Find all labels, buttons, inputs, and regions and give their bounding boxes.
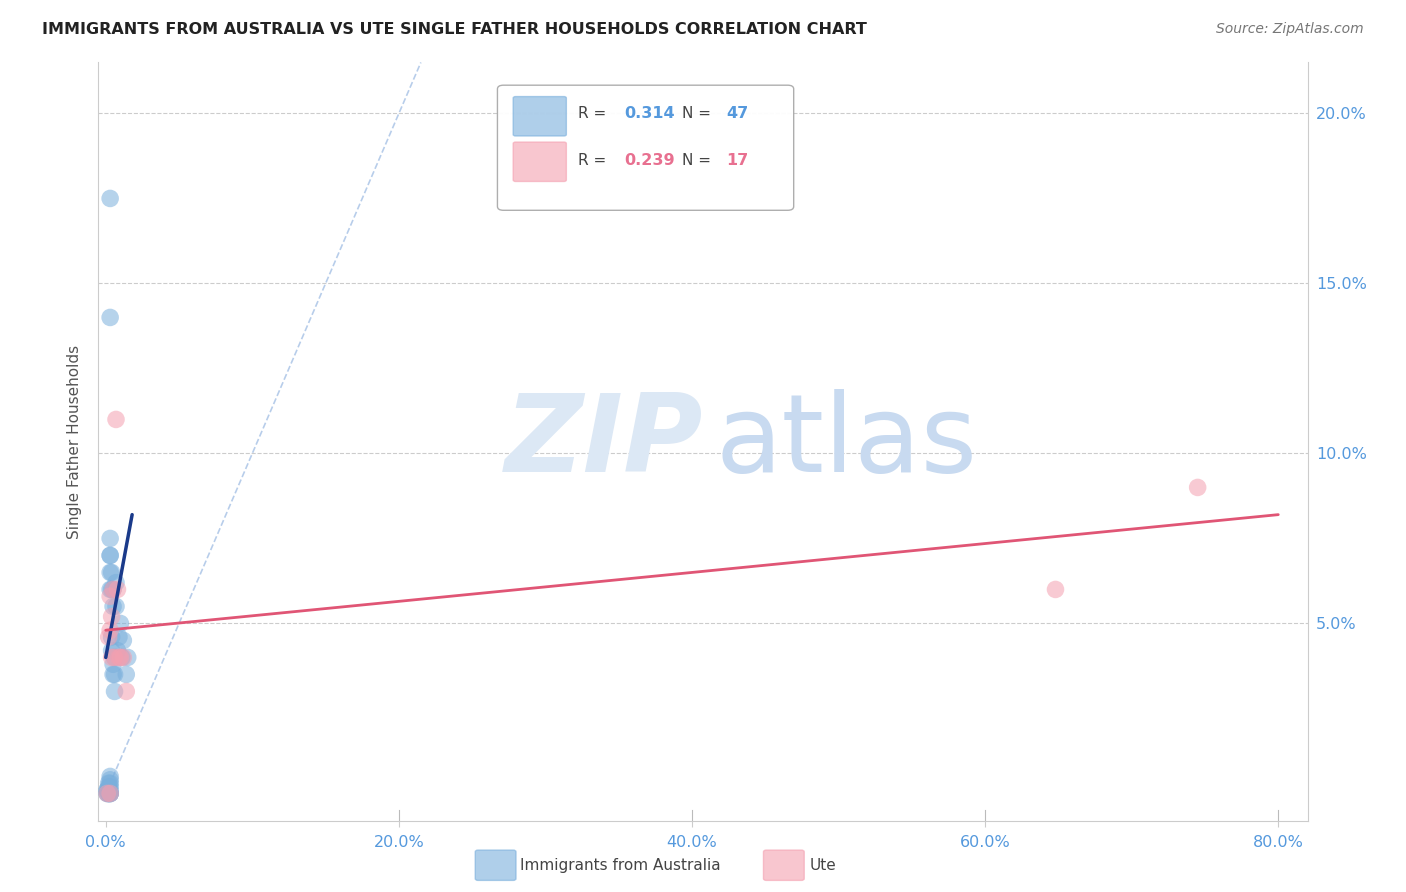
Text: R =: R = [578,153,612,168]
Point [115,684,138,698]
Point [100,582,122,597]
Point [98,769,121,783]
Point [98,787,121,801]
Point [96,783,118,797]
Text: ZIP: ZIP [505,389,703,494]
Point [108,650,131,665]
Text: IMMIGRANTS FROM AUSTRALIA VS UTE SINGLE FATHER HOUSEHOLDS CORRELATION CHART: IMMIGRANTS FROM AUSTRALIA VS UTE SINGLE … [42,22,868,37]
Point [96,783,118,797]
Point [98,787,121,801]
Point [97,780,120,794]
Point [97,630,120,644]
Point [112,633,135,648]
Point [96,787,118,801]
Point [100,643,122,657]
Y-axis label: Single Father Households: Single Father Households [67,344,83,539]
Point [98,776,121,790]
Point [1045,582,1067,597]
Point [97,787,120,801]
Point [101,582,124,597]
Point [110,616,132,631]
Point [97,783,120,797]
Text: R =: R = [578,106,612,120]
Point [103,650,125,665]
Point [97,783,120,797]
Point [98,783,121,797]
Point [103,684,125,698]
Point [107,643,129,657]
Point [105,599,128,614]
Point [101,657,124,672]
Point [101,599,124,614]
Point [105,412,128,426]
Point [110,650,132,665]
Point [1187,480,1209,494]
Text: 0.314: 0.314 [624,106,675,120]
Point [100,609,122,624]
Point [98,787,121,801]
Point [107,582,129,597]
Point [98,566,121,580]
Point [98,549,121,563]
Point [98,582,121,597]
Text: N =: N = [682,153,716,168]
Point [98,549,121,563]
Point [100,566,122,580]
Point [108,630,131,644]
Point [98,772,121,787]
Point [98,787,121,801]
Point [98,191,121,205]
Text: Ute: Ute [810,858,837,872]
Text: Source: ZipAtlas.com: Source: ZipAtlas.com [1216,22,1364,37]
Point [97,787,120,801]
FancyBboxPatch shape [513,96,567,136]
Point [117,650,139,665]
Point [101,667,124,681]
Point [103,667,125,681]
FancyBboxPatch shape [513,142,567,181]
Point [100,630,122,644]
Point [100,650,122,665]
Point [112,650,135,665]
Point [101,582,124,597]
Point [115,667,138,681]
FancyBboxPatch shape [498,85,793,211]
Point [98,624,121,638]
Point [96,787,118,801]
Point [96,787,118,801]
Text: atlas: atlas [716,389,977,494]
Point [98,589,121,603]
Point [98,780,121,794]
Text: 0.239: 0.239 [624,153,675,168]
Text: 17: 17 [725,153,748,168]
Point [103,650,125,665]
Text: Immigrants from Australia: Immigrants from Australia [520,858,721,872]
Point [97,787,120,801]
Point [98,310,121,325]
Text: N =: N = [682,106,716,120]
Point [105,575,128,590]
Point [98,532,121,546]
Point [98,787,121,801]
Text: 47: 47 [725,106,748,120]
Point [111,650,134,665]
Point [97,776,120,790]
